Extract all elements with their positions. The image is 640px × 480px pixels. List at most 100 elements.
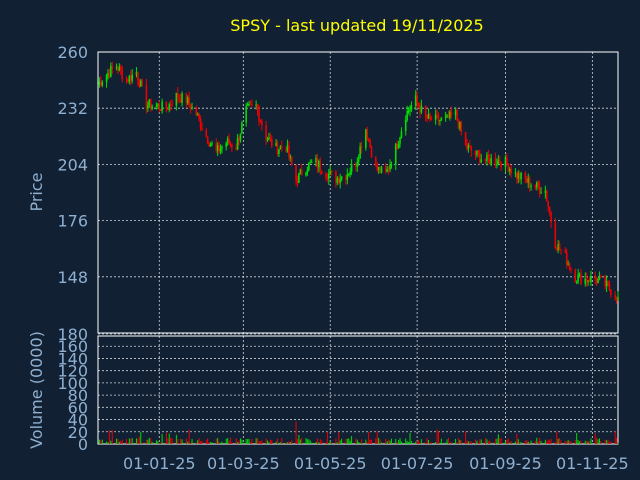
candle-body (560, 249, 562, 251)
candle-body (265, 125, 267, 140)
candle-body (386, 169, 389, 172)
candle-body (327, 173, 330, 180)
candle-body (245, 105, 247, 123)
candle-body (479, 153, 481, 163)
candle-body (486, 154, 488, 161)
candle-body (339, 179, 341, 183)
candle-body (454, 110, 457, 116)
candle-body (409, 109, 411, 111)
candle-body (419, 106, 421, 113)
candle-body (617, 296, 619, 300)
candle-body (296, 180, 299, 183)
price-y-tick-label: 260 (57, 43, 88, 62)
candle-body (524, 172, 527, 180)
candle-body (276, 142, 279, 154)
x-axis-tick-label: 01-03-25 (207, 454, 280, 473)
volume-panel-border (97, 335, 619, 445)
candle-body (275, 142, 277, 146)
price-y-tick-label: 232 (57, 99, 88, 118)
candle-body (558, 243, 561, 250)
candle-body (305, 172, 307, 176)
candle-body (610, 289, 612, 296)
candle-body (215, 143, 218, 151)
candle-body (290, 156, 293, 165)
candle-body (319, 161, 322, 171)
candle-body (278, 149, 280, 154)
candle-body (168, 104, 171, 110)
candle-body (407, 110, 410, 112)
candle-body (300, 169, 303, 176)
candle-body (238, 138, 240, 141)
candle-body (157, 104, 159, 106)
candle-body (155, 105, 158, 107)
candle-body (518, 173, 521, 180)
candle-body (574, 269, 577, 283)
x-axis-tick-label: 01-09-25 (469, 454, 542, 473)
candle-body (195, 106, 198, 116)
candle-body (497, 160, 500, 165)
candle-body (271, 138, 273, 146)
candle-body (585, 278, 588, 282)
candle-body (261, 121, 263, 126)
price-axis-label: Price (27, 172, 46, 211)
candle-body (246, 103, 249, 106)
candle-body (107, 72, 109, 75)
candle-body (280, 146, 283, 148)
candle-body (117, 67, 119, 71)
candle-body (605, 280, 608, 287)
volume-gridlines (97, 333, 619, 445)
candle-body (590, 276, 592, 283)
candle-body (216, 145, 219, 151)
candle-body (528, 178, 531, 187)
candle-body (198, 114, 200, 119)
candle-body (535, 182, 538, 188)
candle-body (534, 185, 537, 188)
candle-body (384, 166, 387, 172)
candle-body (477, 150, 480, 154)
candle-body (186, 97, 189, 104)
candle-body (110, 66, 112, 77)
candle-body (414, 95, 417, 106)
candle-body (494, 158, 497, 165)
candle-body (268, 137, 270, 140)
candle-body (158, 104, 161, 110)
candle-body (508, 168, 511, 172)
candle-body (205, 130, 208, 137)
x-axis-tick-label: 01-05-25 (294, 454, 367, 473)
candle-body (318, 161, 320, 168)
candle-body (547, 200, 549, 207)
volume-y-tick-label: 140 (57, 349, 88, 368)
candle-body (285, 147, 287, 152)
candle-body (568, 263, 571, 269)
candle-body (517, 173, 520, 179)
candle-body (430, 116, 433, 120)
candle-body (165, 101, 168, 109)
candle-body (365, 129, 367, 148)
candle-body (308, 162, 310, 170)
candle-body (400, 131, 403, 138)
candle-body (434, 114, 437, 120)
candle-body (390, 164, 393, 166)
chart-title: SPSY - last updated 19/11/2025 (230, 16, 483, 35)
volume-y-tick-label: 80 (68, 386, 88, 405)
candle-body (118, 66, 121, 71)
candle-body (476, 150, 478, 156)
candle-body (548, 206, 551, 213)
candle-body (555, 248, 558, 250)
candle-body (336, 177, 339, 183)
candle-body (370, 146, 373, 158)
candle-body (446, 114, 448, 117)
candle-body (516, 172, 518, 179)
candle-body (545, 190, 548, 201)
x-axis-tick-label: 01-07-25 (381, 454, 454, 473)
candle-body (439, 120, 441, 122)
candle-body (211, 143, 213, 145)
volume-y-tick-label: 160 (57, 337, 88, 356)
candle-body (289, 156, 292, 158)
candle-body (397, 143, 400, 149)
candle-body (444, 116, 447, 118)
candle-body (564, 250, 567, 252)
volume-y-tick-label: 120 (57, 362, 88, 381)
candle-body (151, 106, 153, 109)
candle-body (527, 178, 530, 183)
